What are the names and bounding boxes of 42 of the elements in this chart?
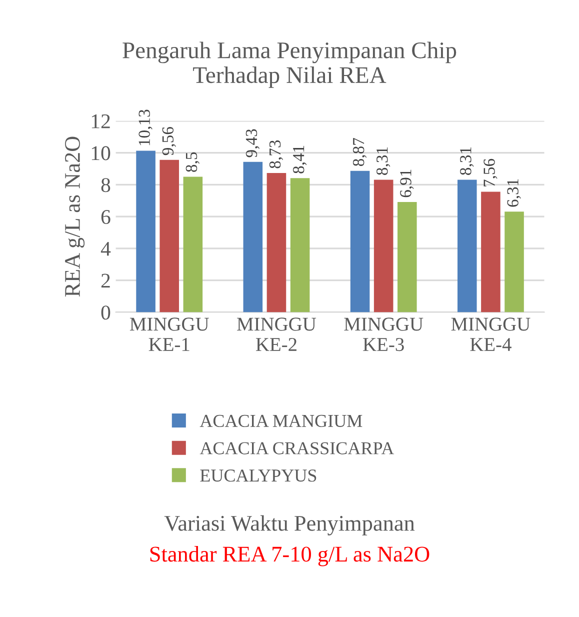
data-label: 8,31 [376,147,390,175]
legend-label: ACACIA CRASSICARPA [200,442,394,454]
x-tick-label: MINGGU KE-2 [237,318,316,351]
data-label: 8,87 [352,138,367,166]
y-tick-label: 10 [92,146,110,160]
data-label: 9,56 [162,126,176,156]
data-label: 8,5 [186,152,200,172]
y-axis-title: REA g/L as Na2O [65,136,85,297]
bar [136,150,156,312]
bar [398,202,417,312]
data-label: 8,41 [292,146,307,174]
data-label: 7,56 [484,158,498,186]
bar [481,192,500,312]
bar [243,162,263,312]
data-label: 6,31 [507,179,521,207]
y-tick-label: 4 [100,242,111,256]
x-tick-label: MINGGU KE-1 [130,318,209,351]
bar [350,170,370,312]
x-tick-label: MINGGU KE-3 [344,318,424,352]
x-tick-label: MINGGU KE-4 [451,318,530,351]
bar [504,212,524,312]
data-label: 8,73 [269,140,284,168]
data-label: 8,31 [460,147,474,175]
legend-label: EUCALYPYUS [200,470,316,482]
y-tick-label: 2 [101,274,110,288]
text: Standar REA 7-10 g/L as Na2O [150,546,430,566]
y-tick-label: 12 [92,114,110,128]
bar [183,176,203,312]
y-tick-label: 8 [101,178,110,192]
y-tick-label: 0 [101,306,110,320]
data-label: 10,13 [138,110,152,146]
text: Variasi Waktu Penyimpanan [164,515,415,536]
bar [374,180,394,312]
data-label: 6,91 [400,170,414,198]
bar [290,178,310,312]
bar [457,180,477,312]
bar [266,173,286,312]
chart-title: Pengaruh Lama Penyimpanan Chip Terhadap Nilai REA [122,42,456,88]
legend-label: ACACIA MANGIUM [200,414,362,428]
y-tick-label: 6 [101,210,110,224]
data-label: 9,43 [246,129,260,158]
bar [160,160,179,312]
